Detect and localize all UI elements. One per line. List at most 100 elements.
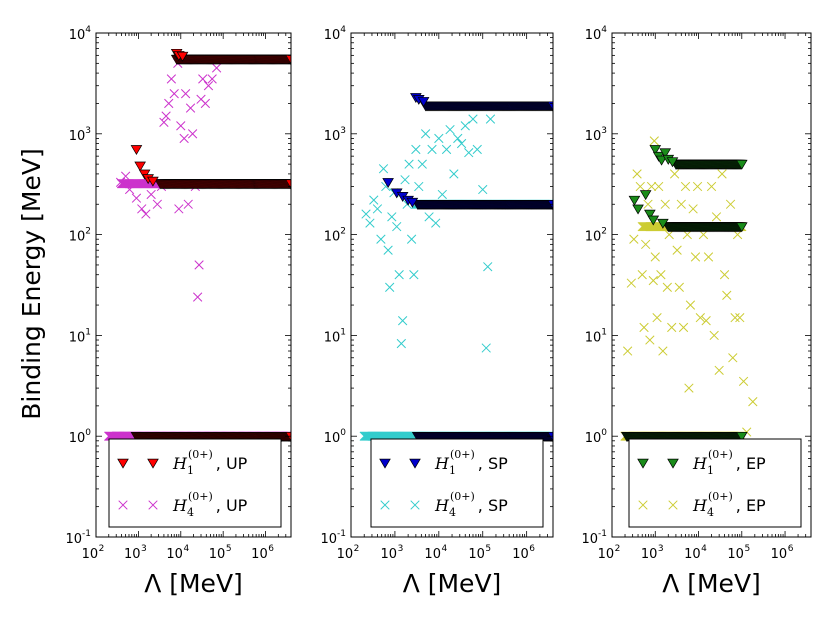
data-point [646, 181, 657, 192]
x-tick-label: 102 [337, 544, 360, 562]
data-point [187, 129, 198, 139]
series-h1-up [130, 48, 291, 442]
data-point [680, 181, 691, 192]
data-point [650, 252, 660, 262]
x-tick-label: 103 [381, 544, 404, 562]
data-point [685, 300, 696, 310]
data-point [660, 199, 670, 209]
legend-marker [409, 458, 421, 469]
data-point [667, 322, 677, 333]
panel-ep: 102 103 104 105 106 10-1 100 101 102 103 104 Λ [MeV… [581, 25, 812, 598]
x-axis-label: Λ [MeV] [403, 569, 502, 598]
data-point [361, 209, 371, 219]
data-point [392, 221, 402, 232]
data-point [676, 199, 686, 209]
data-point [682, 229, 692, 240]
data-point [547, 101, 553, 112]
x-tick-label: 103 [641, 544, 664, 562]
data-point [547, 200, 553, 210]
data-point [285, 179, 291, 190]
data-point [725, 199, 736, 209]
series-h4-up [104, 58, 291, 441]
data-point [453, 133, 463, 144]
data-point [192, 292, 203, 302]
x-tick-label: 104 [684, 544, 707, 562]
data-point [131, 193, 142, 203]
data-point [655, 155, 668, 166]
data-point [285, 431, 291, 442]
data-point [717, 169, 727, 179]
data-point [722, 290, 732, 300]
data-point [115, 177, 126, 187]
data-point [662, 282, 672, 292]
data-point [626, 278, 636, 288]
data-point [481, 343, 491, 353]
data-point [730, 312, 740, 323]
data-point [706, 181, 717, 192]
data-point [166, 74, 177, 84]
data-point [701, 316, 711, 326]
data-point [198, 74, 208, 84]
data-point [404, 159, 414, 169]
data-point [468, 114, 478, 124]
data-point [478, 184, 488, 195]
y-tick-label: 103 [69, 126, 91, 144]
data-point [648, 275, 658, 286]
y-tick-label: 101 [69, 327, 91, 345]
data-point [203, 81, 214, 91]
data-point [709, 330, 719, 341]
y-tick-label: 10-1 [320, 529, 346, 547]
x-tick-label: 104 [166, 544, 189, 562]
legend-marker [379, 458, 391, 469]
x-ticks [611, 33, 807, 537]
data-point [657, 218, 669, 229]
data-point [738, 376, 749, 387]
data-point [678, 322, 689, 333]
y-tick-label: 103 [324, 126, 346, 144]
data-point [406, 197, 419, 208]
data-point [703, 252, 714, 262]
data-point [194, 260, 204, 270]
panel-up: 102 103 104 105 106 10-1 100 101 102 103 104 Λ [MeV… [65, 25, 292, 598]
data-point [385, 282, 395, 292]
data-point [152, 199, 163, 209]
x-axis-label: Λ [MeV] [662, 569, 761, 598]
data-point [180, 89, 191, 99]
legend-marker [667, 458, 679, 469]
data-point [669, 169, 680, 179]
y-ticks [96, 32, 291, 538]
data-point [472, 144, 482, 155]
data-point [639, 322, 649, 333]
data-point [658, 346, 668, 356]
x-tick-label: 106 [771, 544, 794, 562]
data-point [394, 270, 404, 280]
data-point [692, 181, 703, 192]
data-point [656, 270, 666, 280]
y-tick-label: 102 [69, 227, 91, 245]
data-point [632, 169, 642, 179]
data-point [130, 145, 143, 156]
data-point [185, 103, 196, 113]
data-point [164, 98, 174, 109]
x-axis-label: Λ [MeV] [144, 569, 243, 598]
data-point [485, 114, 496, 124]
data-point [441, 144, 452, 155]
legend-marker [117, 458, 129, 469]
data-point [628, 195, 641, 206]
plot-area [104, 48, 291, 442]
data-point [449, 169, 459, 179]
x-tick-label: 106 [251, 544, 274, 562]
legend-marker [637, 458, 649, 469]
y-tick-label: 104 [324, 25, 347, 43]
y-tick-label: 10-1 [65, 529, 91, 547]
data-point [437, 189, 447, 200]
data-point [159, 117, 169, 127]
data-point [641, 239, 651, 250]
y-tick-label: 103 [585, 126, 607, 144]
x-tick-label: 103 [124, 544, 147, 562]
data-point [427, 144, 437, 155]
data-point [207, 74, 217, 84]
